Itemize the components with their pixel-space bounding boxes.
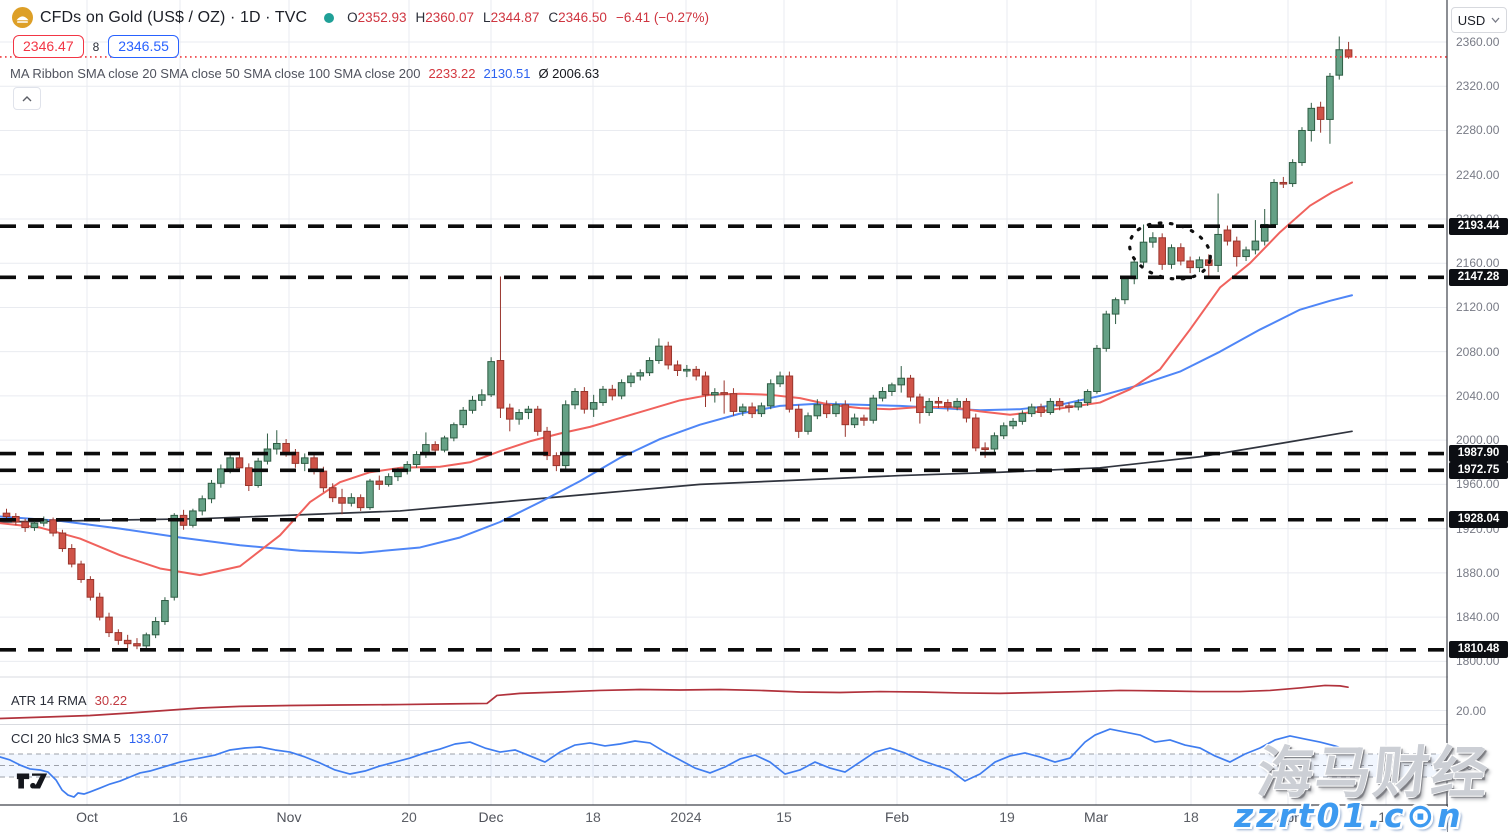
- quote-row: 2346.47 8 2346.55: [13, 35, 179, 58]
- cci-pane-legend[interactable]: CCI 20 hlc3 SMA 5 133.07: [11, 731, 169, 746]
- high-value: 2360.07: [425, 10, 475, 25]
- spread-value: 8: [92, 39, 100, 54]
- level-price-badge: 1810.48: [1449, 641, 1508, 659]
- low-value: 2344.87: [490, 10, 540, 25]
- time-tick-label: 20: [401, 809, 417, 825]
- symbol-legend[interactable]: CFDs on Gold (US$ / OZ) · 1D · TVC O2352…: [12, 7, 709, 28]
- buy-button[interactable]: 2346.55: [108, 35, 179, 58]
- price-tick-label: 2280.00: [1456, 123, 1500, 138]
- legend-collapse-button[interactable]: [13, 87, 41, 110]
- cci-label: CCI 20 hlc3 SMA 5: [11, 731, 121, 746]
- time-tick-label: 15: [1378, 809, 1394, 825]
- gold-symbol-icon: [12, 7, 33, 28]
- level-price-badge: 1972.75: [1449, 461, 1508, 479]
- ma-sma50-value: 2130.51: [483, 66, 531, 81]
- ohlc-values: O2352.93 H2360.07 L2344.87 C2346.50 −6.4…: [347, 10, 710, 25]
- level-price-badge: 2193.44: [1449, 217, 1508, 235]
- level-price-badge: 1928.04: [1449, 511, 1508, 529]
- time-tick-label: 18: [1183, 809, 1199, 825]
- time-tick-label: 18: [585, 809, 601, 825]
- time-axis[interactable]: Oct 16 Nov 20 Dec 18 2024 15 Feb 19 Mar 18 Apr 15: [0, 806, 1447, 832]
- level-price-badge: 1987.90: [1449, 445, 1508, 463]
- chevron-up-icon: [22, 95, 32, 101]
- price-axis[interactable]: USD 2360.002320.002280.002240.002200.002…: [1448, 0, 1510, 832]
- sell-button[interactable]: 2346.47: [13, 35, 84, 58]
- level-price-badge: 2147.28: [1449, 268, 1508, 286]
- ma-average-value: Ø 2006.63: [538, 66, 600, 81]
- ma-ribbon-legend[interactable]: MA Ribbon SMA close 20 SMA close 50 SMA …: [10, 66, 599, 81]
- symbol-title: CFDs on Gold (US$ / OZ) · 1D · TVC: [40, 8, 308, 26]
- atr-pane-legend[interactable]: ATR 14 RMA 30.22: [11, 693, 127, 708]
- time-tick-label: 15: [776, 809, 792, 825]
- change-value: −6.41 (−0.27%): [615, 10, 710, 25]
- price-tick-label: 1960.00: [1456, 477, 1500, 492]
- time-tick-label: Apr: [1277, 809, 1299, 825]
- currency-label: USD: [1457, 12, 1486, 28]
- time-tick-label: Oct: [76, 809, 98, 825]
- time-tick-label: 16: [172, 809, 188, 825]
- ma-sma20-value: 2233.22: [428, 66, 476, 81]
- price-tick-label: 2160.00: [1456, 256, 1500, 271]
- price-tick-label: 2000.00: [1456, 433, 1500, 448]
- time-tick-label: Nov: [276, 809, 302, 825]
- ma-ribbon-label: MA Ribbon SMA close 20 SMA close 50 SMA …: [10, 66, 421, 81]
- time-tick-label: Dec: [478, 809, 504, 825]
- tradingview-logo-icon[interactable]: [15, 771, 49, 791]
- price-tick-label: 2080.00: [1456, 344, 1500, 359]
- time-tick-label: Mar: [1083, 809, 1109, 825]
- time-tick-label: 2024: [670, 809, 702, 825]
- atr-tick-label: 20.00: [1456, 703, 1487, 718]
- close-value: 2346.50: [558, 10, 607, 25]
- chevron-down-icon: [1491, 17, 1500, 23]
- atr-value: 30.22: [94, 693, 128, 708]
- price-tick-label: 2040.00: [1456, 388, 1500, 403]
- price-tick-label: 2320.00: [1456, 79, 1500, 94]
- cci-tick-label: 0.00: [1456, 758, 1480, 773]
- price-tick-label: 2360.00: [1456, 35, 1500, 49]
- price-tick-label: 1880.00: [1456, 565, 1500, 580]
- time-tick-label: 19: [999, 809, 1015, 825]
- time-tick-label: Feb: [884, 809, 910, 825]
- watermark-url: zzrt01.c⊙n: [1234, 796, 1464, 835]
- atr-label: ATR 14 RMA: [11, 693, 87, 708]
- open-value: 2352.93: [357, 10, 407, 25]
- price-tick-label: 1840.00: [1456, 610, 1500, 625]
- price-tick-label: 2120.00: [1456, 300, 1500, 315]
- price-tick-label: 2240.00: [1456, 167, 1500, 182]
- currency-selector[interactable]: USD: [1451, 7, 1507, 33]
- market-status-icon[interactable]: [324, 12, 335, 23]
- cci-value: 133.07: [128, 731, 169, 746]
